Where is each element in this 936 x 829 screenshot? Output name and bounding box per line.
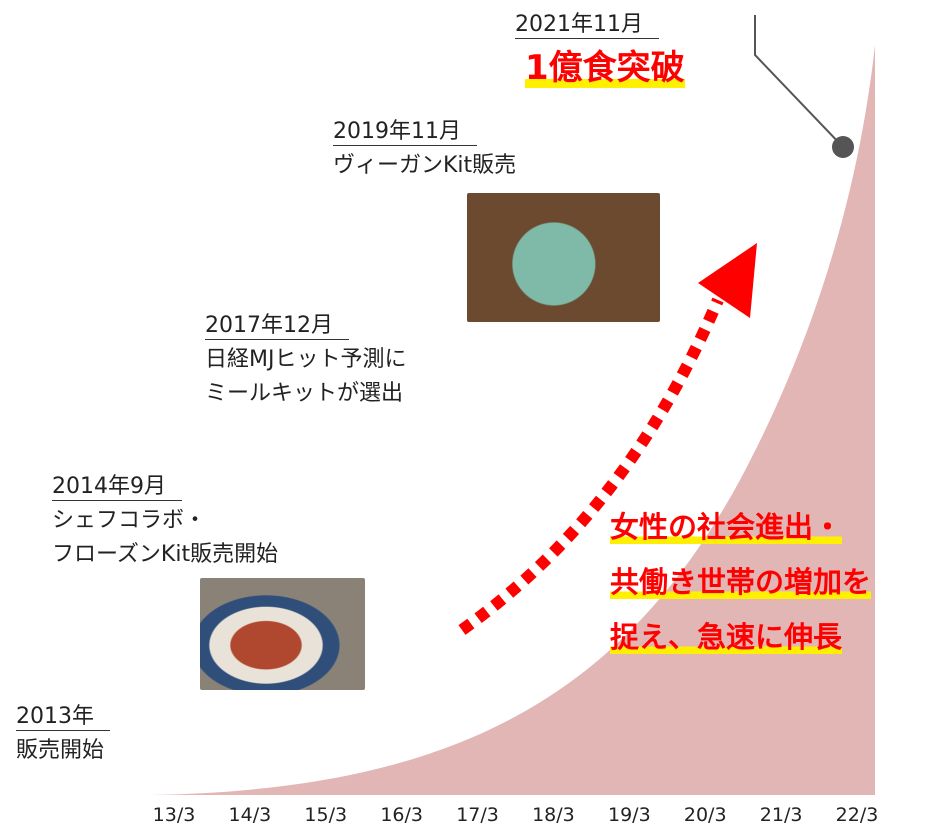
x-tick-label: 13/3 bbox=[144, 804, 204, 826]
x-tick-label: 20/3 bbox=[675, 804, 735, 826]
leader-line bbox=[755, 15, 843, 147]
frozen-kit-photo bbox=[200, 578, 365, 690]
milestone-text: シェフコラボ・ bbox=[52, 508, 206, 533]
milestone-date: 2019年11月 bbox=[333, 119, 477, 146]
vegan-kit-photo bbox=[467, 193, 660, 322]
milestone-date: 2017年12月 bbox=[205, 313, 349, 340]
milestone-date: 2014年9月 bbox=[52, 474, 182, 501]
milestone-dot bbox=[832, 136, 854, 158]
x-tick-label: 15/3 bbox=[296, 804, 356, 826]
milestone: 2013年 販売開始 bbox=[16, 700, 110, 768]
milestone: 2019年11月 ヴィーガンKit販売 bbox=[333, 115, 516, 183]
milestone-date: 2013年 bbox=[16, 704, 110, 731]
annotation-line: 女性の社会進出・ bbox=[610, 510, 842, 544]
milestone-text: 1億食突破 bbox=[525, 48, 685, 88]
milestone-highlight: 1億食突破 bbox=[525, 48, 685, 88]
milestone-date: 2021年11月 bbox=[515, 12, 659, 39]
milestone: 2017年12月 日経MJヒット予測に ミールキットが選出 bbox=[205, 309, 406, 411]
annotation: 女性の社会進出・ 共働き世帯の増加を 捉え、急速に伸長 bbox=[610, 500, 871, 665]
milestone: 2014年9月 シェフコラボ・ フローズンKit販売開始 bbox=[52, 470, 278, 572]
x-tick-label: 22/3 bbox=[827, 804, 887, 826]
x-tick-label: 17/3 bbox=[448, 804, 508, 826]
arrow-head bbox=[698, 243, 757, 318]
annotation-line: 共働き世帯の増加を bbox=[610, 565, 871, 599]
annotation-line: 捉え、急速に伸長 bbox=[610, 620, 842, 654]
diagram: 2013年 販売開始 2014年9月 シェフコラボ・ フローズンKit販売開始 … bbox=[0, 0, 936, 829]
milestone: 2021年11月 1億食突破 bbox=[515, 8, 685, 88]
x-tick-label: 18/3 bbox=[523, 804, 583, 826]
milestone-text: ヴィーガンKit販売 bbox=[333, 153, 516, 178]
milestone-text: 販売開始 bbox=[16, 738, 104, 763]
milestone-text: フローズンKit販売開始 bbox=[52, 542, 278, 567]
milestone-text: 日経MJヒット予測に bbox=[205, 347, 406, 372]
x-tick-label: 21/3 bbox=[751, 804, 811, 826]
x-tick-label: 14/3 bbox=[220, 804, 280, 826]
x-tick-label: 16/3 bbox=[372, 804, 432, 826]
x-tick-label: 19/3 bbox=[599, 804, 659, 826]
milestone-text: ミールキットが選出 bbox=[205, 381, 403, 406]
